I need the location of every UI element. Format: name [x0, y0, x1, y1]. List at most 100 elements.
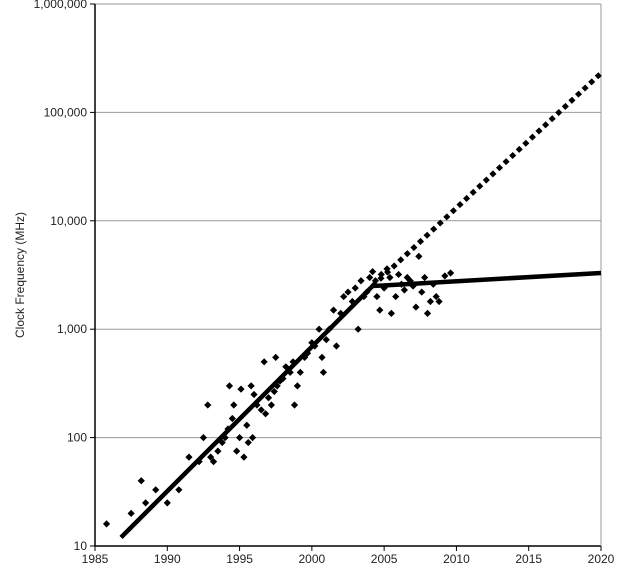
- data-point: [383, 265, 391, 273]
- data-point: [397, 280, 406, 288]
- data-point: [325, 325, 333, 333]
- data-point: [293, 382, 301, 390]
- data-point: [264, 394, 273, 402]
- data-point: [290, 401, 299, 409]
- x-tick-label: 1990: [154, 552, 181, 565]
- data-point: [371, 277, 380, 285]
- data-point: [248, 434, 257, 442]
- projected-trend-line: [370, 71, 603, 288]
- data-point: [373, 292, 381, 301]
- trend-lines: [119, 71, 603, 540]
- data-point: [418, 288, 426, 296]
- data-point: [395, 270, 403, 279]
- data-point: [354, 325, 362, 333]
- x-tick-label: 1995: [226, 552, 253, 565]
- data-point: [308, 339, 316, 347]
- data-point: [273, 382, 281, 390]
- data-point: [270, 387, 278, 396]
- y-tick-label: 1,000: [57, 322, 87, 336]
- data-point: [279, 375, 287, 383]
- data-point: [357, 277, 365, 285]
- data-point: [225, 382, 234, 390]
- data-point: [376, 306, 384, 314]
- data-point: [423, 309, 432, 317]
- data-point: [228, 414, 236, 423]
- data-point: [301, 353, 309, 361]
- data-point: [230, 401, 238, 409]
- x-tick-label: 2000: [299, 552, 326, 565]
- data-point: [380, 284, 388, 292]
- data-point: [204, 401, 212, 409]
- data-point: [435, 297, 443, 306]
- data-point: [209, 458, 218, 466]
- data-point: [218, 438, 226, 447]
- data-point: [412, 303, 420, 311]
- data-point: [221, 434, 229, 442]
- x-tick-label: 1985: [82, 552, 109, 565]
- data-point: [207, 453, 215, 461]
- data-point: [351, 284, 359, 292]
- data-point: [289, 358, 297, 366]
- x-tick-label: 2005: [371, 552, 398, 565]
- data-point: [243, 421, 251, 429]
- data-point: [199, 434, 208, 442]
- data-point: [296, 368, 304, 376]
- data-point: [426, 297, 435, 306]
- data-point: [240, 453, 248, 461]
- data-point: [409, 282, 417, 290]
- data-point: [260, 358, 268, 366]
- data-point: [366, 273, 374, 282]
- y-tick-label: 100,000: [44, 105, 88, 119]
- data-point: [429, 280, 437, 288]
- data-point: [318, 353, 326, 361]
- data-point: [337, 309, 345, 317]
- data-point: [102, 520, 111, 528]
- data-point: [195, 458, 203, 466]
- data-point: [163, 499, 171, 507]
- x-tick-label: 2020: [588, 552, 615, 565]
- data-point: [152, 486, 160, 494]
- data-point: [175, 486, 183, 494]
- x-tick-label: 2010: [443, 552, 470, 565]
- data-point: [303, 349, 312, 357]
- data-point: [127, 509, 135, 517]
- data-point: [421, 273, 429, 282]
- data-point: [387, 309, 395, 317]
- data-point: [386, 273, 394, 282]
- data-point: [360, 292, 368, 301]
- y-tick-label: 1,000,000: [34, 0, 88, 11]
- data-point: [400, 286, 408, 294]
- y-tick-label: 10,000: [50, 214, 87, 228]
- data-point: [319, 368, 328, 376]
- data-point: [406, 277, 414, 285]
- data-point: [247, 382, 255, 390]
- data-point: [329, 306, 338, 314]
- data-point: [377, 270, 385, 279]
- data-point: [368, 267, 377, 276]
- data-point: [415, 252, 423, 260]
- data-point: [253, 401, 261, 409]
- y-tick-label: 100: [67, 431, 87, 445]
- y-axis-title: Clock Frequency (MHz): [13, 212, 27, 338]
- x-tick-label: 2015: [515, 552, 542, 565]
- data-point: [363, 288, 371, 296]
- data-point: [332, 342, 341, 350]
- data-point: [315, 325, 323, 333]
- data-point: [244, 438, 252, 447]
- data-point: [441, 272, 449, 280]
- data-point: [250, 390, 258, 399]
- data-point: [257, 406, 265, 414]
- data-point: [261, 410, 270, 418]
- x-axis-ticks: 1985 1990 1995 2000 2005 2010 2015 2020: [82, 546, 615, 565]
- data-point: [340, 292, 348, 301]
- data-point: [185, 453, 193, 461]
- data-point: [224, 425, 232, 433]
- data-point: [348, 297, 356, 306]
- data-point: [311, 342, 319, 350]
- data-point: [272, 353, 280, 361]
- data-point: [137, 477, 145, 485]
- data-point: [282, 363, 290, 371]
- data-point: [432, 292, 440, 301]
- data-point: [214, 447, 222, 455]
- data-point: [286, 368, 294, 376]
